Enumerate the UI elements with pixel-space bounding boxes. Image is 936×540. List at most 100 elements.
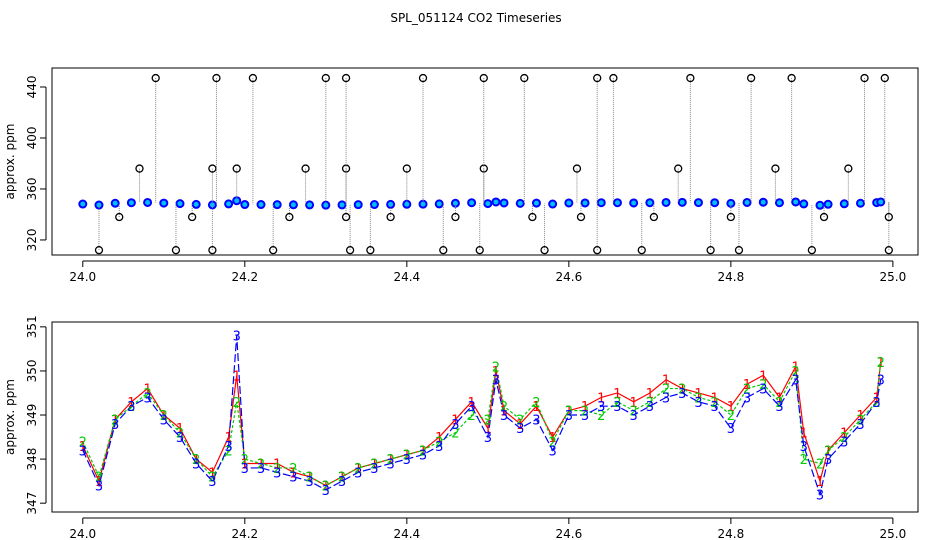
- y-tick-label: 347: [25, 492, 39, 515]
- point-marker: 1: [435, 431, 443, 446]
- point-marker: 3: [800, 440, 808, 455]
- x-tick-label: 24.8: [718, 270, 745, 284]
- point-marker: 1: [662, 374, 670, 389]
- point-marker: 1: [873, 391, 881, 406]
- point-marker: 2: [613, 396, 621, 411]
- point-marker: 1: [95, 475, 103, 490]
- point: [240, 200, 250, 210]
- point: [418, 73, 428, 83]
- point-marker: 3: [484, 431, 492, 446]
- point: [483, 199, 493, 209]
- point-marker: 3: [467, 400, 475, 415]
- point-marker: 2: [386, 453, 394, 468]
- point-marker: 2: [532, 396, 540, 411]
- point: [321, 73, 330, 83]
- point: [787, 73, 796, 83]
- point-marker: 3: [370, 462, 378, 477]
- point-marker: 1: [176, 422, 184, 437]
- point-marker: 2: [176, 427, 184, 442]
- point-marker: 2: [565, 405, 573, 420]
- point-marker: 3: [492, 374, 500, 389]
- point-marker: 1: [208, 466, 216, 481]
- point: [475, 246, 484, 255]
- y-axis-label: approx. ppm: [3, 124, 17, 200]
- point-marker: 1: [273, 458, 281, 473]
- point: [439, 246, 448, 255]
- point-marker: 3: [435, 440, 443, 455]
- point-marker: 1: [451, 413, 459, 428]
- point: [710, 198, 720, 208]
- point: [256, 200, 266, 210]
- point: [774, 198, 784, 208]
- x-tick-label: 24.6: [555, 270, 582, 284]
- point-marker: 3: [824, 453, 832, 468]
- point: [143, 197, 153, 207]
- point-marker: 3: [613, 400, 621, 415]
- point: [135, 164, 144, 173]
- point: [479, 73, 488, 83]
- point: [366, 246, 375, 255]
- y-tick-label: 360: [25, 178, 39, 201]
- point-marker: 1: [792, 361, 800, 376]
- point-marker: 1: [565, 405, 573, 420]
- x-tick-label: 25.0: [880, 527, 907, 540]
- point-marker: 1: [532, 400, 540, 415]
- point: [94, 246, 104, 255]
- point: [593, 246, 602, 255]
- point-marker: 1: [305, 471, 313, 486]
- point: [637, 246, 646, 255]
- point-marker: 1: [800, 427, 808, 442]
- point: [212, 73, 221, 83]
- point-marker: 3: [565, 409, 573, 424]
- series-line: [82, 362, 882, 487]
- point-marker: 2: [727, 409, 735, 424]
- point-marker: 2: [273, 462, 281, 477]
- point: [434, 199, 444, 209]
- point: [499, 198, 509, 208]
- point: [839, 199, 849, 209]
- point: [345, 246, 355, 255]
- point: [175, 199, 185, 209]
- point-marker: 2: [549, 435, 557, 450]
- point-marker: 1: [759, 369, 767, 384]
- point-marker: 2: [840, 431, 848, 446]
- point-marker: 1: [224, 431, 232, 446]
- point-marker: 3: [338, 475, 346, 490]
- point-marker: 1: [192, 453, 200, 468]
- point-marker: 2: [127, 400, 135, 415]
- point: [110, 198, 120, 208]
- y-tick-label: 350: [25, 359, 39, 382]
- point-marker: 1: [613, 387, 621, 402]
- point-marker: 1: [581, 400, 589, 415]
- point-marker: 2: [451, 427, 459, 442]
- point-marker: 2: [403, 449, 411, 464]
- point: [78, 199, 88, 209]
- point: [661, 197, 671, 207]
- point-marker: 3: [516, 422, 524, 437]
- point: [564, 198, 574, 208]
- point: [771, 164, 780, 173]
- x-tick-label: 24.4: [393, 270, 420, 284]
- point-marker: 1: [775, 391, 783, 406]
- point: [758, 197, 768, 207]
- point-marker: 1: [630, 396, 638, 411]
- point-marker: 1: [856, 409, 864, 424]
- point: [540, 246, 549, 255]
- point-marker: 2: [856, 413, 864, 428]
- x-tick-label: 25.0: [880, 270, 907, 284]
- point-marker: 1: [516, 418, 524, 433]
- x-tick-label: 24.2: [231, 527, 258, 540]
- point: [876, 197, 886, 207]
- y-tick-label: 400: [25, 127, 39, 150]
- point-marker: 3: [403, 453, 411, 468]
- point: [208, 246, 217, 255]
- point: [593, 73, 602, 83]
- point-marker: 2: [192, 453, 200, 468]
- point-marker: 2: [111, 413, 119, 428]
- point-marker: 2: [305, 471, 313, 486]
- point-marker: 1: [678, 383, 686, 398]
- point-marker: 3: [386, 458, 394, 473]
- point: [288, 200, 298, 210]
- point-marker: 1: [233, 369, 241, 384]
